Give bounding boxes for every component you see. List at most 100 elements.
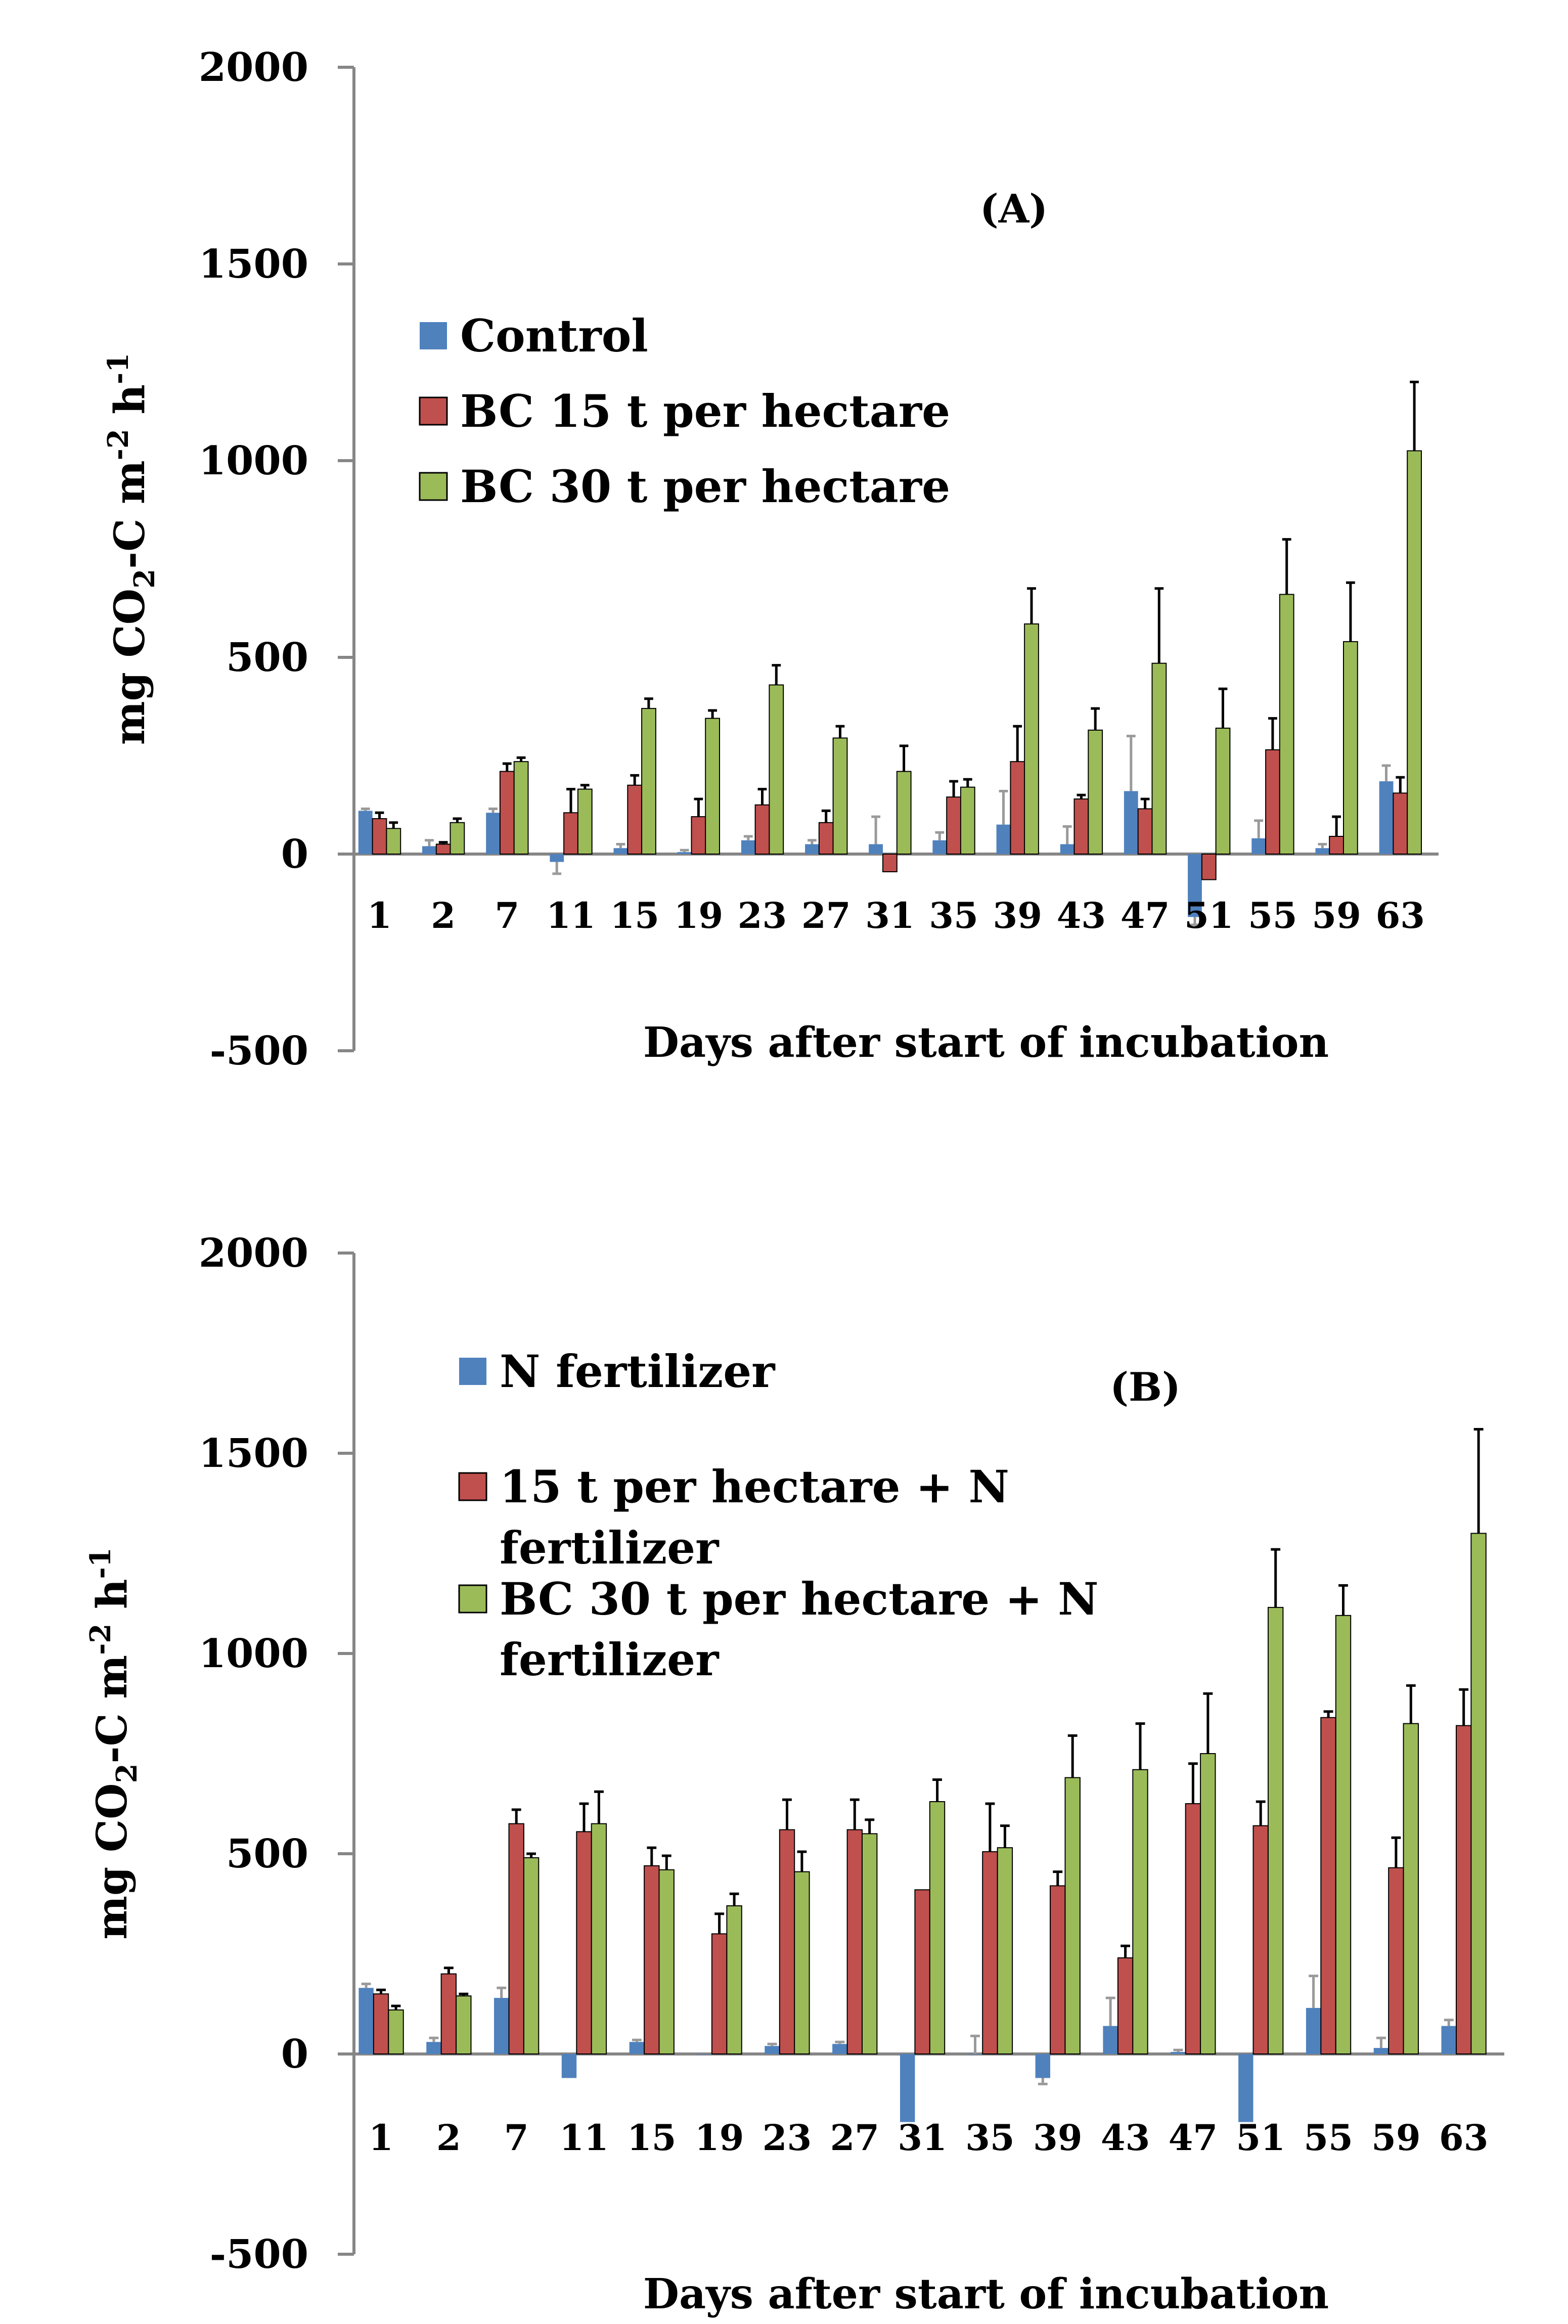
bar-3-day-43 <box>1088 729 1103 855</box>
bar-2-day-55 <box>1320 1717 1336 2054</box>
bar-1-day-51 <box>1188 854 1202 917</box>
y-tick-label: 2000 <box>199 44 308 91</box>
y-tick-label: 500 <box>226 635 308 681</box>
bar-2-day-11 <box>563 812 578 855</box>
bar-3-day-23 <box>769 684 784 855</box>
bar-2-day-47 <box>1185 1803 1201 2054</box>
bar-2-day-43 <box>1073 798 1089 855</box>
panel-label: (B) <box>1110 1364 1181 1410</box>
bar-3-day-51 <box>1268 1606 1284 2054</box>
bar-3-day-51 <box>1215 728 1231 855</box>
bar-2-day-7 <box>499 771 515 855</box>
x-tick-label: 2 <box>431 895 456 936</box>
bar-1-day-23 <box>741 840 755 854</box>
x-tick-label: 7 <box>504 2117 529 2159</box>
legend-label: Control <box>460 309 648 362</box>
bar-2-day-35 <box>946 796 961 855</box>
bar-2-day-19 <box>711 1933 728 2054</box>
bar-2-day-27 <box>818 822 834 855</box>
bar-2-day-51 <box>1252 1825 1269 2055</box>
y-tick-label: 1500 <box>199 1431 308 1477</box>
bar-3-day-11 <box>577 788 593 855</box>
bar-3-day-19 <box>726 1905 742 2054</box>
bar-3-day-47 <box>1200 1753 1216 2054</box>
bar-1-day-51 <box>1238 2054 1253 2122</box>
bar-2-day-1 <box>373 1993 389 2054</box>
legend-label: N fertilizer <box>500 1345 776 1398</box>
bar-1-day-43 <box>1060 844 1074 854</box>
y-tick-label: 1000 <box>199 438 308 484</box>
bar-1-day-63 <box>1441 2026 1456 2054</box>
bar-1-day-55 <box>1306 2007 1321 2054</box>
bar-3-day-11 <box>591 1823 607 2055</box>
bar-2-day-7 <box>508 1823 524 2055</box>
legend-label: 15 t per hectare + N <box>500 1460 1009 1513</box>
legend-swatch <box>458 1584 487 1614</box>
x-tick-label: 11 <box>559 2117 608 2159</box>
bar-1-day-23 <box>765 2046 780 2054</box>
bar-3-day-35 <box>997 1847 1013 2055</box>
x-axis-title: Days after start of incubation <box>643 2270 1329 2318</box>
x-tick-label: 7 <box>495 895 519 936</box>
x-tick-label: 39 <box>993 895 1042 936</box>
bar-1-day-31 <box>869 844 883 854</box>
y-tick-label: 2000 <box>199 1230 308 1276</box>
bar-3-day-63 <box>1407 450 1422 855</box>
bar-1-day-39 <box>1035 2054 1050 2078</box>
bar-3-day-7 <box>523 1857 540 2054</box>
y-tick-label: 0 <box>281 2031 308 2077</box>
x-tick-label: 19 <box>695 2117 744 2159</box>
bar-2-day-35 <box>982 1851 998 2054</box>
legend-swatch <box>459 1358 486 1385</box>
x-tick-label: 55 <box>1248 895 1297 936</box>
bar-2-day-59 <box>1388 1867 1404 2054</box>
bar-1-day-63 <box>1379 781 1394 854</box>
bar-3-day-1 <box>386 828 401 855</box>
legend: Control BC 15 t per hectare BC 30 t per he… <box>419 309 950 513</box>
x-tick-label: 59 <box>1312 895 1361 936</box>
bar-3-day-31 <box>929 1801 946 2054</box>
x-tick-label: 31 <box>898 2117 947 2159</box>
bar-3-day-55 <box>1279 594 1294 855</box>
bar-1-day-15 <box>629 2042 645 2054</box>
legend: N fertilizer 15 t per hectare + N fertiliz… <box>458 1345 1099 1686</box>
y-tick-label: -500 <box>210 2231 308 2277</box>
legend-swatch <box>420 322 447 349</box>
bar-1-day-55 <box>1251 838 1266 854</box>
bar-1-day-47 <box>1171 2052 1186 2054</box>
bar-3-day-1 <box>388 2009 404 2054</box>
bar-2-day-19 <box>691 816 706 855</box>
bar-1-day-47 <box>1124 791 1138 854</box>
bar-2-day-1 <box>372 818 387 855</box>
bar-1-day-35 <box>932 840 947 854</box>
bar-2-day-39 <box>1010 761 1025 855</box>
bar-3-day-63 <box>1470 1533 1487 2054</box>
bar-3-day-55 <box>1335 1615 1352 2055</box>
x-tick-label: 23 <box>738 895 787 936</box>
bar-2-day-63 <box>1393 792 1408 855</box>
x-tick-label: 1 <box>369 2117 393 2159</box>
bar-3-day-27 <box>862 1833 878 2054</box>
x-tick-label: 59 <box>1371 2117 1420 2159</box>
legend-swatch <box>419 396 448 426</box>
bar-3-day-15 <box>641 708 656 855</box>
x-axis-title: Days after start of incubation <box>643 1018 1329 1067</box>
x-tick-label: 43 <box>1057 895 1106 936</box>
x-tick-label: 1 <box>367 895 392 936</box>
bar-3-day-7 <box>513 761 529 855</box>
bar-1-day-19 <box>677 852 692 854</box>
bar-1-day-7 <box>494 1998 509 2054</box>
legend-swatch <box>419 472 448 501</box>
x-tick-label: 47 <box>1121 895 1170 936</box>
legend-label: BC 30 t per hectare <box>460 460 950 513</box>
bar-1-day-15 <box>613 848 628 854</box>
bar-1-day-2 <box>426 2042 441 2054</box>
x-tick-label: 19 <box>674 895 723 936</box>
y-tick-label: 1500 <box>199 241 308 287</box>
x-tick-label: 35 <box>929 895 978 936</box>
bar-3-day-19 <box>705 718 720 855</box>
bar-3-day-39 <box>1024 623 1039 855</box>
bar-2-day-2 <box>435 843 451 855</box>
